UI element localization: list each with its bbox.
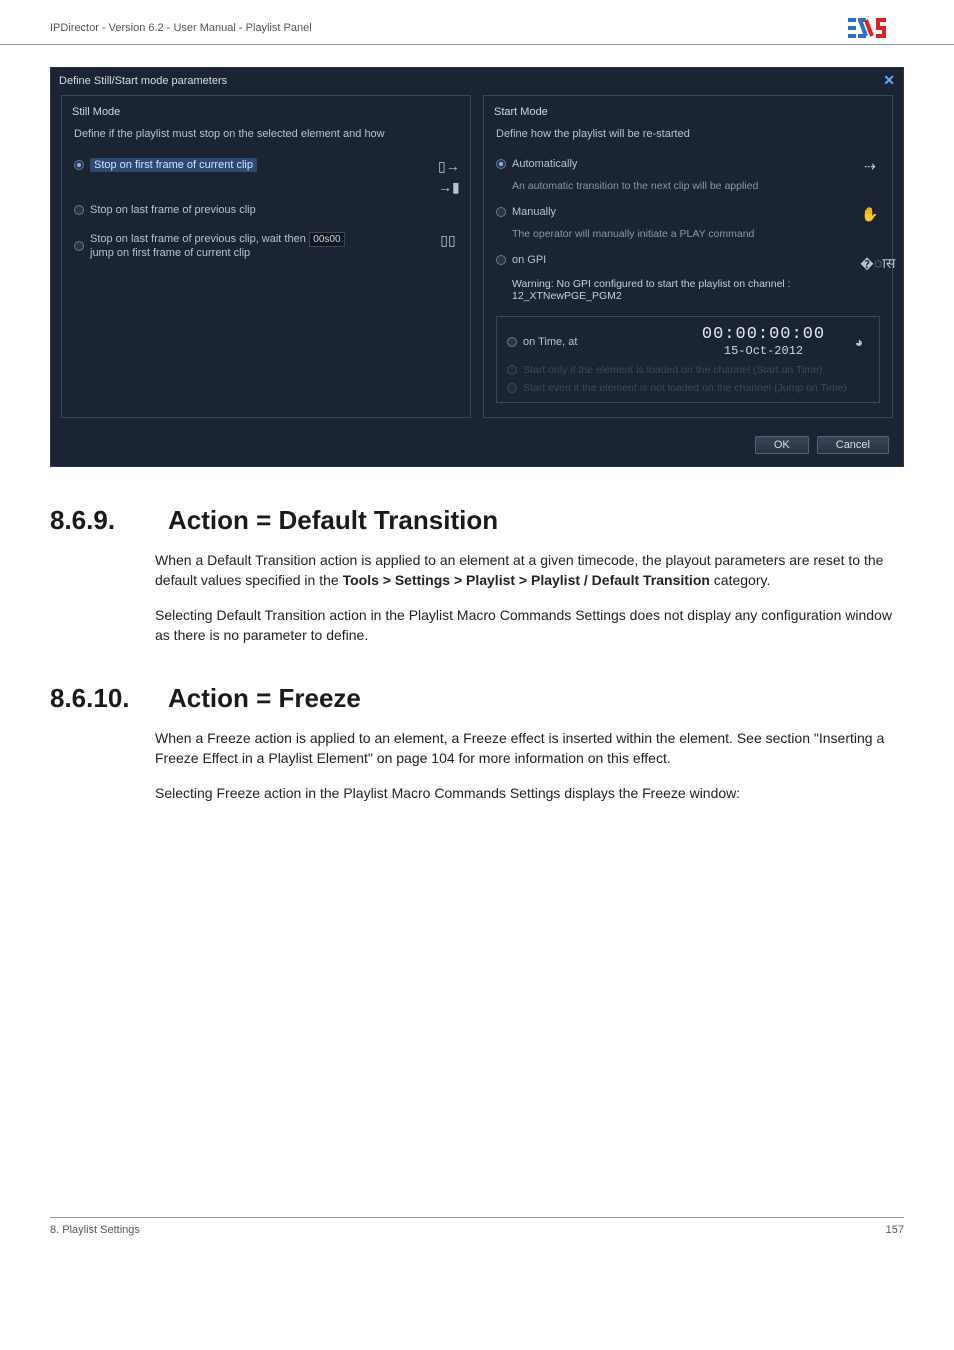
auto-icon: ⇢ [860,158,880,175]
cancel-button[interactable]: Cancel [817,436,889,454]
section-title: Action = Freeze [168,683,361,714]
radio-icon[interactable] [74,160,84,170]
start-even-not-loaded: Start even if the element is not loaded … [507,376,869,394]
start-opt-time[interactable]: on Time, at [507,336,678,348]
still-opt-first-frame[interactable]: Stop on first frame of current clip ▯→ [72,154,460,179]
clock-icon: ◕ [849,334,869,350]
gpi-warning: Warning: No GPI configured to start the … [494,277,882,312]
section-heading-default-transition: 8.6.9. Action = Default Transition [50,505,904,536]
start-opt-manual[interactable]: Manually ✋ [494,202,882,227]
opt-label: Manually [512,206,556,218]
opt-label: on Time, at [523,336,577,348]
start-heading: Start Mode [494,104,882,126]
opt-label: on GPI [512,254,546,266]
dialog-titlebar: Define Still/Start mode parameters ✕ [51,68,903,95]
start-sub: Define how the playlist will be re-start… [494,126,882,154]
on-time-box: on Time, at 00:00:00:00 15-Oct-2012 ◕ St… [496,316,880,403]
arrow-stop-icon: →▮ [438,179,458,196]
ok-button[interactable]: OK [755,436,809,454]
still-mode-panel: Still Mode Define if the playlist must s… [61,95,471,418]
wait-duration-input[interactable] [309,232,345,247]
opt-label: Stop on last frame of previous clip, wai… [90,232,345,259]
section-heading-freeze: 8.6.10. Action = Freeze [50,683,904,714]
close-icon[interactable]: ✕ [883,72,895,89]
still-sub: Define if the playlist must stop on the … [72,126,460,154]
section-title: Action = Default Transition [168,505,498,536]
auto-sub: An automatic transition to the next clip… [494,179,882,202]
page-header: IPDirector - Version 6.2 - User Manual -… [0,0,954,45]
doc-title: IPDirector - Version 6.2 - User Manual -… [50,22,312,34]
start-opt-gpi[interactable]: on GPI �ास [494,250,882,277]
stop-first-icon: ▯→ [438,158,458,175]
paragraph: When a Freeze action is applied to an el… [155,728,904,769]
still-start-dialog: Define Still/Start mode parameters ✕ Sti… [50,67,904,467]
start-mode-panel: Start Mode Define how the playlist will … [483,95,893,418]
still-opt-wait-jump[interactable]: Stop on last frame of previous clip, wai… [72,228,460,263]
radio-icon [507,365,517,375]
opt-label: Stop on first frame of current clip [90,158,257,172]
section-number: 8.6.10. [50,683,130,714]
time-value[interactable]: 00:00:00:00 [678,325,849,344]
still-heading: Still Mode [72,104,460,126]
manual-icon: ✋ [860,206,880,223]
radio-icon[interactable] [74,205,84,215]
section-number: 8.6.9. [50,505,130,536]
radio-icon[interactable] [496,159,506,169]
page-footer: 8. Playlist Settings 157 [50,1217,904,1254]
still-opt-last-frame[interactable]: Stop on last frame of previous clip [72,200,460,220]
start-opt-auto[interactable]: Automatically ⇢ [494,154,882,179]
manual-sub: The operator will manually initiate a PL… [494,227,882,250]
time-date[interactable]: 15-Oct-2012 [678,344,849,358]
radio-icon [507,383,517,393]
radio-icon[interactable] [507,337,517,347]
opt-label: Stop on last frame of previous clip [90,204,256,216]
wait-jump-icon: ▯▯ [438,232,458,249]
paragraph: When a Default Transition action is appl… [155,550,904,591]
opt-label: Automatically [512,158,577,170]
brand-logo [848,18,904,38]
footer-page-number: 157 [886,1224,904,1236]
radio-icon[interactable] [496,255,506,265]
paragraph: Selecting Freeze action in the Playlist … [155,783,904,803]
paragraph: Selecting Default Transition action in t… [155,605,904,646]
dialog-title: Define Still/Start mode parameters [59,75,227,87]
radio-icon[interactable] [74,241,84,251]
gpi-icon: �ास [860,254,880,273]
footer-left: 8. Playlist Settings [50,1224,140,1236]
radio-icon[interactable] [496,207,506,217]
start-only-loaded: Start only if the element is loaded on t… [507,358,869,376]
